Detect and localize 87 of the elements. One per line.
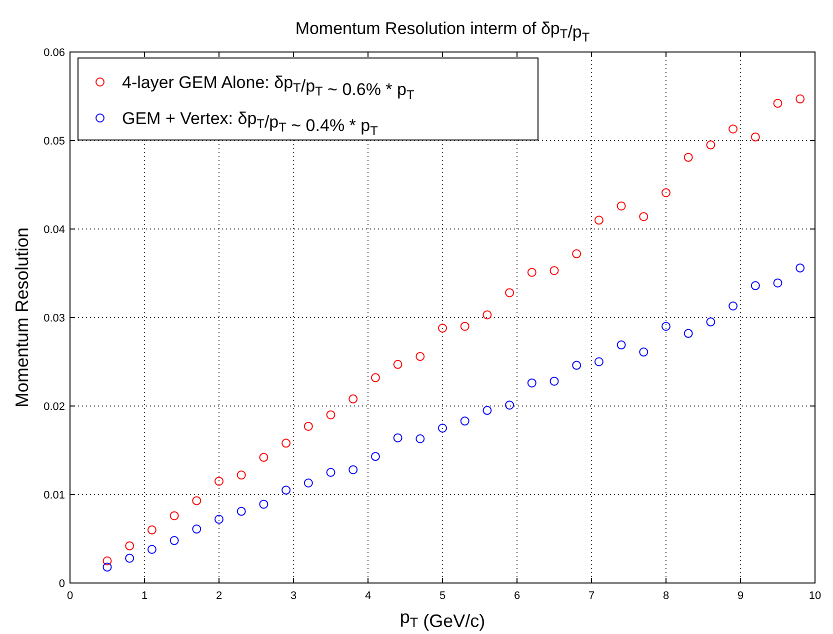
point (370, 373, 380, 382)
point (348, 394, 358, 404)
point (348, 465, 358, 474)
point (616, 340, 626, 350)
point (326, 468, 336, 477)
point (326, 410, 336, 420)
x-tick-label: 4 (364, 590, 372, 602)
point (706, 317, 716, 326)
point (102, 556, 112, 566)
point (773, 278, 782, 288)
point (482, 310, 492, 320)
point (170, 536, 179, 546)
point (416, 352, 425, 361)
point (527, 378, 536, 388)
point (639, 212, 648, 222)
point (438, 324, 447, 333)
point (304, 422, 313, 431)
point (482, 406, 492, 415)
y-tick-label: 0.02 (44, 401, 65, 413)
point (259, 500, 268, 509)
x-tick-label: 10 (808, 590, 822, 602)
x-tick-label: 9 (737, 590, 744, 602)
point (572, 249, 582, 258)
y-tick-label: 0.03 (44, 312, 65, 324)
point (370, 452, 380, 461)
point (236, 506, 246, 516)
point (125, 541, 134, 550)
point (214, 476, 224, 486)
point (170, 511, 179, 520)
point (304, 478, 313, 488)
x-tick-label: 6 (514, 590, 520, 602)
x-tick-label: 3 (290, 590, 297, 602)
x-tick-label: 2 (216, 590, 222, 602)
point (125, 554, 134, 563)
point (662, 322, 670, 331)
point (102, 562, 112, 572)
x-tick-label: 1 (141, 590, 148, 602)
point (147, 544, 156, 554)
y-tick-label: 0.05 (44, 136, 65, 148)
point (662, 188, 670, 198)
y-tick-label: 0.01 (44, 490, 65, 502)
point (728, 124, 738, 134)
point (460, 322, 470, 331)
point (773, 98, 782, 108)
point (505, 288, 514, 298)
point (550, 266, 559, 276)
x-tick-label: 8 (662, 590, 670, 602)
point (192, 524, 202, 534)
x-tick-label: 5 (439, 590, 446, 602)
point (527, 268, 536, 277)
y-axis-title: Momentum Resolution (12, 227, 32, 408)
point (282, 438, 291, 448)
point (684, 152, 693, 162)
point (728, 301, 738, 310)
y-tick-label: 0.04 (44, 224, 65, 236)
point (438, 424, 447, 433)
point (393, 433, 402, 442)
point (750, 132, 760, 142)
point (639, 348, 648, 357)
point (572, 360, 582, 370)
point (594, 357, 604, 366)
point (192, 496, 202, 506)
point (750, 281, 760, 290)
point (460, 416, 470, 426)
y-tick-label: 0 (58, 578, 65, 590)
point (684, 328, 693, 338)
point (214, 514, 224, 524)
point (796, 94, 805, 104)
point (550, 376, 559, 386)
point (616, 201, 626, 210)
legend-label: GEM + Vertex: δp$_{T}$/p$_{T}$ ~ 0.4% * p$_{T}$ (122, 109, 378, 138)
x-tick-label: 0 (66, 590, 74, 602)
chart-title: Momentum Resolution interm of δp$_{T}$/p$_{T}$ (295, 19, 590, 44)
point (259, 452, 268, 462)
point (594, 216, 604, 225)
point (416, 434, 425, 444)
x-tick-label: 7 (588, 590, 595, 602)
point (393, 360, 402, 369)
legend-label: 4-layer GEM Alone: δp$_{T}$/p$_{T}$ ~ 0.6% * p$_{T}$ (122, 73, 414, 102)
point (796, 263, 805, 272)
point (236, 470, 246, 480)
point (706, 140, 716, 150)
x-axis-title: p$_{T}$ (GeV/c) (400, 607, 486, 631)
point (505, 400, 514, 410)
point (147, 525, 156, 534)
point (282, 486, 291, 495)
y-tick-label: 0.06 (44, 47, 65, 59)
